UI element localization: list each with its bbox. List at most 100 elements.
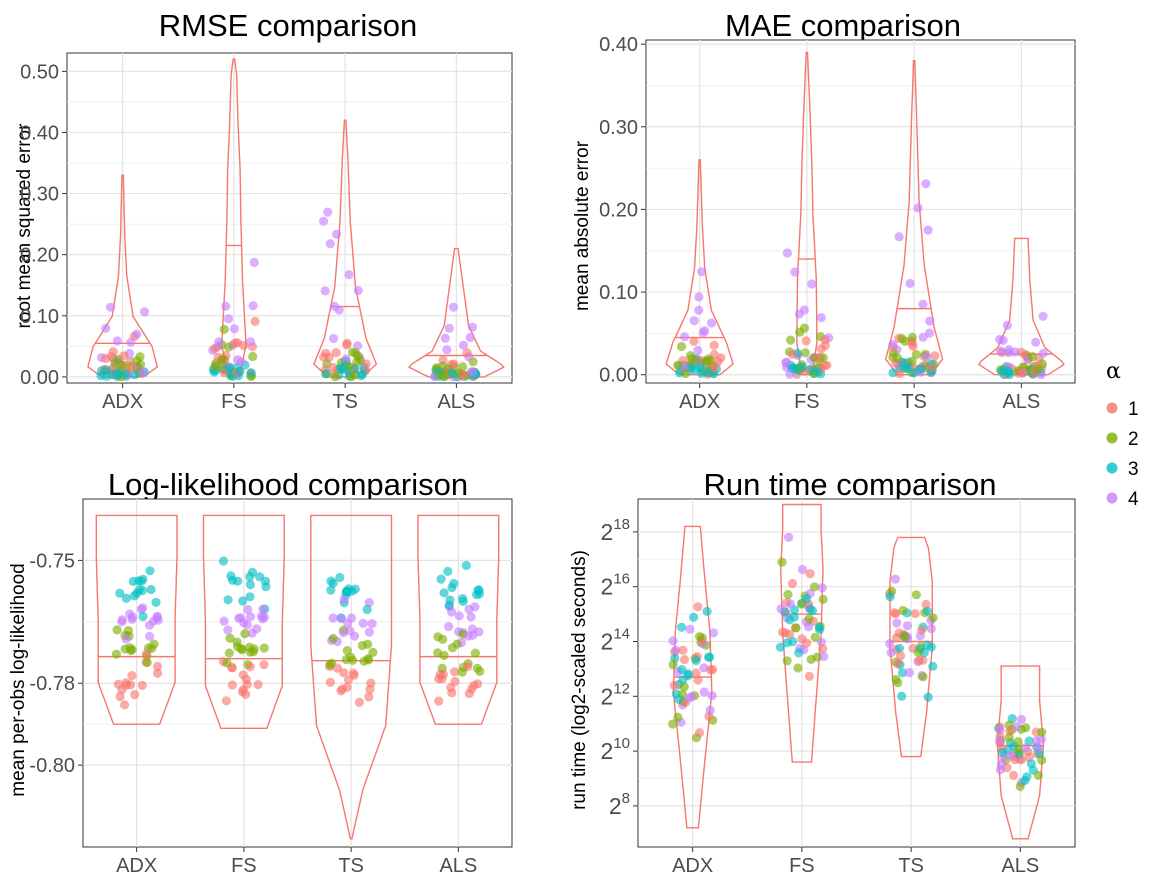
data-point xyxy=(918,299,928,309)
data-point xyxy=(891,609,901,619)
data-point xyxy=(683,670,693,681)
data-point xyxy=(786,335,796,345)
data-point xyxy=(702,606,712,617)
data-point xyxy=(707,691,717,701)
data-point xyxy=(121,634,131,644)
data-point xyxy=(224,362,234,373)
data-point xyxy=(693,675,703,685)
data-point xyxy=(219,616,229,626)
data-point xyxy=(149,616,159,626)
data-point xyxy=(328,633,338,644)
x-tick-label: ADX xyxy=(102,391,143,413)
data-point xyxy=(685,624,695,634)
data-point xyxy=(703,368,714,378)
data-point xyxy=(241,689,251,699)
loglik-ylabel: mean per-obs log-likelihood xyxy=(8,563,29,796)
data-point xyxy=(112,625,122,635)
data-point xyxy=(914,655,924,665)
data-point xyxy=(435,369,445,380)
data-point xyxy=(452,639,462,649)
y-tick-label: 216 xyxy=(601,571,630,600)
data-point xyxy=(886,648,896,658)
data-point xyxy=(149,639,159,649)
data-point xyxy=(259,643,269,653)
data-point xyxy=(342,338,352,348)
data-point xyxy=(677,622,687,632)
data-point xyxy=(995,725,1005,735)
data-point xyxy=(331,348,341,358)
data-point xyxy=(921,599,931,610)
data-point xyxy=(679,682,689,692)
data-point xyxy=(341,654,351,665)
data-point xyxy=(817,583,827,593)
data-point xyxy=(805,604,815,614)
data-point xyxy=(433,648,443,658)
data-point xyxy=(790,267,800,277)
data-point xyxy=(367,619,377,629)
data-point xyxy=(347,613,357,623)
data-point xyxy=(782,656,792,666)
data-point xyxy=(128,612,138,622)
data-point xyxy=(698,328,708,338)
data-point xyxy=(356,371,366,381)
data-point xyxy=(680,368,691,379)
data-point xyxy=(778,627,788,637)
data-point xyxy=(785,615,795,625)
data-point xyxy=(927,362,937,373)
y-tick-label: 0.10 xyxy=(20,306,59,328)
y-tick-label: 214 xyxy=(601,625,630,654)
data-point xyxy=(348,668,358,678)
data-point xyxy=(782,248,793,258)
data-point xyxy=(248,301,258,311)
data-point xyxy=(353,285,363,296)
data-point xyxy=(242,620,252,630)
legend-key-4 xyxy=(1106,492,1118,504)
data-point xyxy=(1038,311,1048,321)
data-point xyxy=(224,648,234,658)
data-point xyxy=(364,598,374,608)
data-point xyxy=(221,696,231,706)
data-point xyxy=(699,687,709,697)
data-point xyxy=(135,352,145,362)
data-point xyxy=(1027,352,1037,362)
data-point xyxy=(668,719,678,729)
data-point xyxy=(697,267,707,277)
data-point xyxy=(888,339,898,349)
data-point xyxy=(930,351,940,361)
data-point xyxy=(326,576,336,586)
data-point xyxy=(795,327,805,337)
data-point xyxy=(679,332,690,342)
legend-label-3: 3 xyxy=(1128,459,1139,480)
data-point xyxy=(787,349,798,359)
data-point xyxy=(1004,732,1014,743)
data-point xyxy=(928,661,938,671)
data-point xyxy=(461,560,471,571)
data-point xyxy=(668,636,678,646)
data-point xyxy=(1033,770,1043,780)
data-point xyxy=(784,532,794,542)
data-point xyxy=(223,625,233,635)
data-point xyxy=(921,179,931,189)
data-point xyxy=(323,207,333,217)
data-point xyxy=(996,346,1006,356)
data-point xyxy=(669,680,680,691)
mae-title: MAE comparison xyxy=(725,8,961,43)
data-point xyxy=(464,688,474,699)
data-point xyxy=(227,680,237,690)
panel-background xyxy=(637,498,1076,848)
y-tick-label: -0.80 xyxy=(29,755,75,777)
data-point xyxy=(146,584,156,595)
data-point xyxy=(1037,727,1047,737)
data-point xyxy=(325,239,335,249)
y-tick-label: 0.40 xyxy=(599,34,638,56)
data-point xyxy=(695,728,705,738)
data-point xyxy=(922,606,933,616)
data-point xyxy=(995,334,1005,345)
data-point xyxy=(121,678,131,688)
data-point xyxy=(221,301,231,311)
y-tick-label: 0.10 xyxy=(599,282,638,304)
data-point xyxy=(151,597,161,608)
data-point xyxy=(444,323,454,333)
data-point xyxy=(674,694,684,704)
data-point xyxy=(344,270,354,280)
